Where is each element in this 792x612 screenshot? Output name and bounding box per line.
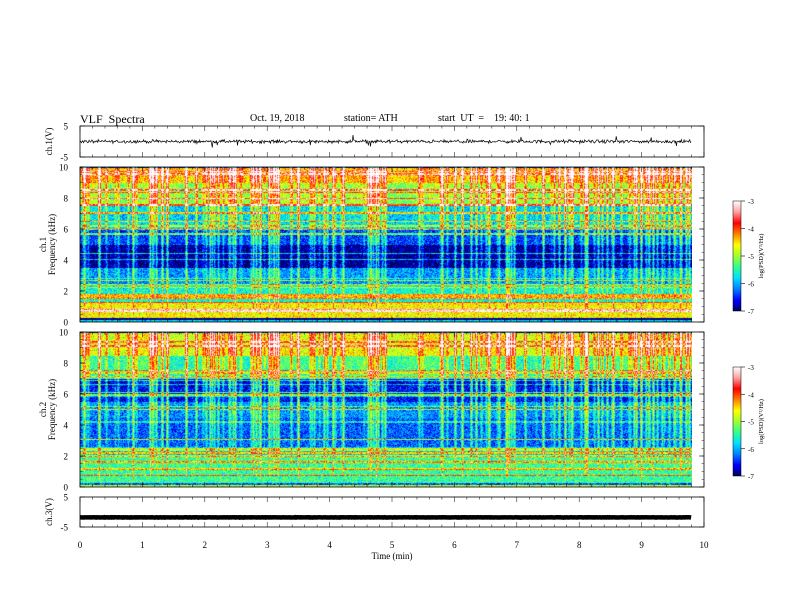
y-axis-label: ch.1 bbox=[38, 237, 48, 252]
colorbar bbox=[732, 200, 742, 312]
y-tick-label: 4 bbox=[64, 256, 69, 266]
panel-ch2-spectrogram: -3 -4 -5 -6 -7 log(PSD)(V²/Hz) 0 2 4 6 8 10 ch.2 Freq… bbox=[38, 328, 765, 493]
y-tick-label: 0 bbox=[64, 483, 69, 493]
x-tick-label: 9 bbox=[639, 540, 644, 550]
colorbar-tick-label: -4 bbox=[748, 226, 754, 234]
date-label: Oct. 19, 2018 bbox=[250, 113, 305, 124]
x-tick-label: 5 bbox=[390, 540, 395, 550]
x-tick-label: 6 bbox=[452, 540, 457, 550]
panel-ch1-waveform: 5 -5 ch.1(V) bbox=[44, 122, 705, 163]
spectrogram-image-ch1-spectrogram bbox=[80, 167, 692, 322]
colorbar-tick-label: -7 bbox=[748, 308, 754, 316]
y-tick-label: 8 bbox=[64, 359, 69, 369]
colorbar bbox=[732, 366, 742, 477]
y-axis-label: ch.1(V) bbox=[44, 128, 54, 156]
x-tick-label: 1 bbox=[140, 540, 145, 550]
y-axis-label: Frequency (kHz) bbox=[47, 379, 57, 440]
y-tick-label: 10 bbox=[59, 163, 69, 173]
y-tick-label: 5 bbox=[64, 122, 69, 132]
x-tick-label: 7 bbox=[515, 540, 520, 550]
panel-ch3-waveform: 5 -5 ch.3(V) bbox=[44, 493, 705, 533]
y-tick-label: -5 bbox=[61, 523, 69, 533]
colorbar-tick-label: -5 bbox=[748, 419, 754, 427]
y-axis-label: Frequency (kHz) bbox=[47, 214, 57, 275]
x-axis-label: Time (min) bbox=[372, 551, 413, 561]
y-tick-label: -5 bbox=[61, 153, 69, 163]
x-tick-label: 0 bbox=[78, 540, 83, 550]
x-axis: 0 1 2 3 4 5 6 7 8 9 10 Time (min) bbox=[78, 540, 709, 561]
y-axis-label: ch.3(V) bbox=[44, 498, 54, 526]
y-tick-label: 0 bbox=[64, 318, 69, 328]
station-label: station= ATH bbox=[344, 113, 398, 124]
y-tick-label: 8 bbox=[64, 194, 69, 204]
colorbar-tick-label: -5 bbox=[748, 253, 754, 261]
y-tick-label: 2 bbox=[64, 452, 69, 462]
colorbar-tick-label: -3 bbox=[748, 198, 754, 206]
waveform-line-ch1-waveform bbox=[79, 135, 692, 148]
y-tick-label: 2 bbox=[64, 287, 69, 297]
colorbar-tick-label: -6 bbox=[748, 281, 754, 289]
colorbar-tick-label: -4 bbox=[748, 391, 754, 399]
start-time-label: start UT = 19: 40: 1 bbox=[438, 113, 530, 124]
x-tick-label: 10 bbox=[700, 540, 710, 550]
x-tick-label: 4 bbox=[327, 540, 332, 550]
panel-ch1-spectrogram: -3 -4 -5 -6 -7 log(PSD)(V²/Hz) 0 2 4 6 8 10 ch.1 Freq… bbox=[38, 163, 765, 328]
y-tick-label: 6 bbox=[64, 390, 69, 400]
colorbar-tick-label: -3 bbox=[748, 364, 754, 372]
y-tick-label: 5 bbox=[64, 493, 69, 503]
spectrogram-image-ch2-spectrogram bbox=[80, 332, 692, 487]
chart-title: VLF Spectra bbox=[80, 112, 145, 126]
colorbar-tick-label: -7 bbox=[748, 473, 754, 481]
x-tick-label: 3 bbox=[265, 540, 270, 550]
x-tick-label: 2 bbox=[203, 540, 208, 550]
colorbar-label: log(PSD)(V²/Hz) bbox=[758, 399, 765, 444]
colorbar-tick-label: -6 bbox=[748, 446, 754, 454]
y-tick-label: 6 bbox=[64, 225, 69, 235]
colorbar-label: log(PSD)(V²/Hz) bbox=[758, 234, 765, 279]
y-tick-label: 4 bbox=[64, 421, 69, 431]
y-tick-label: 10 bbox=[59, 328, 69, 338]
x-tick-label: 8 bbox=[577, 540, 582, 550]
y-axis-label: ch.2 bbox=[38, 402, 48, 417]
